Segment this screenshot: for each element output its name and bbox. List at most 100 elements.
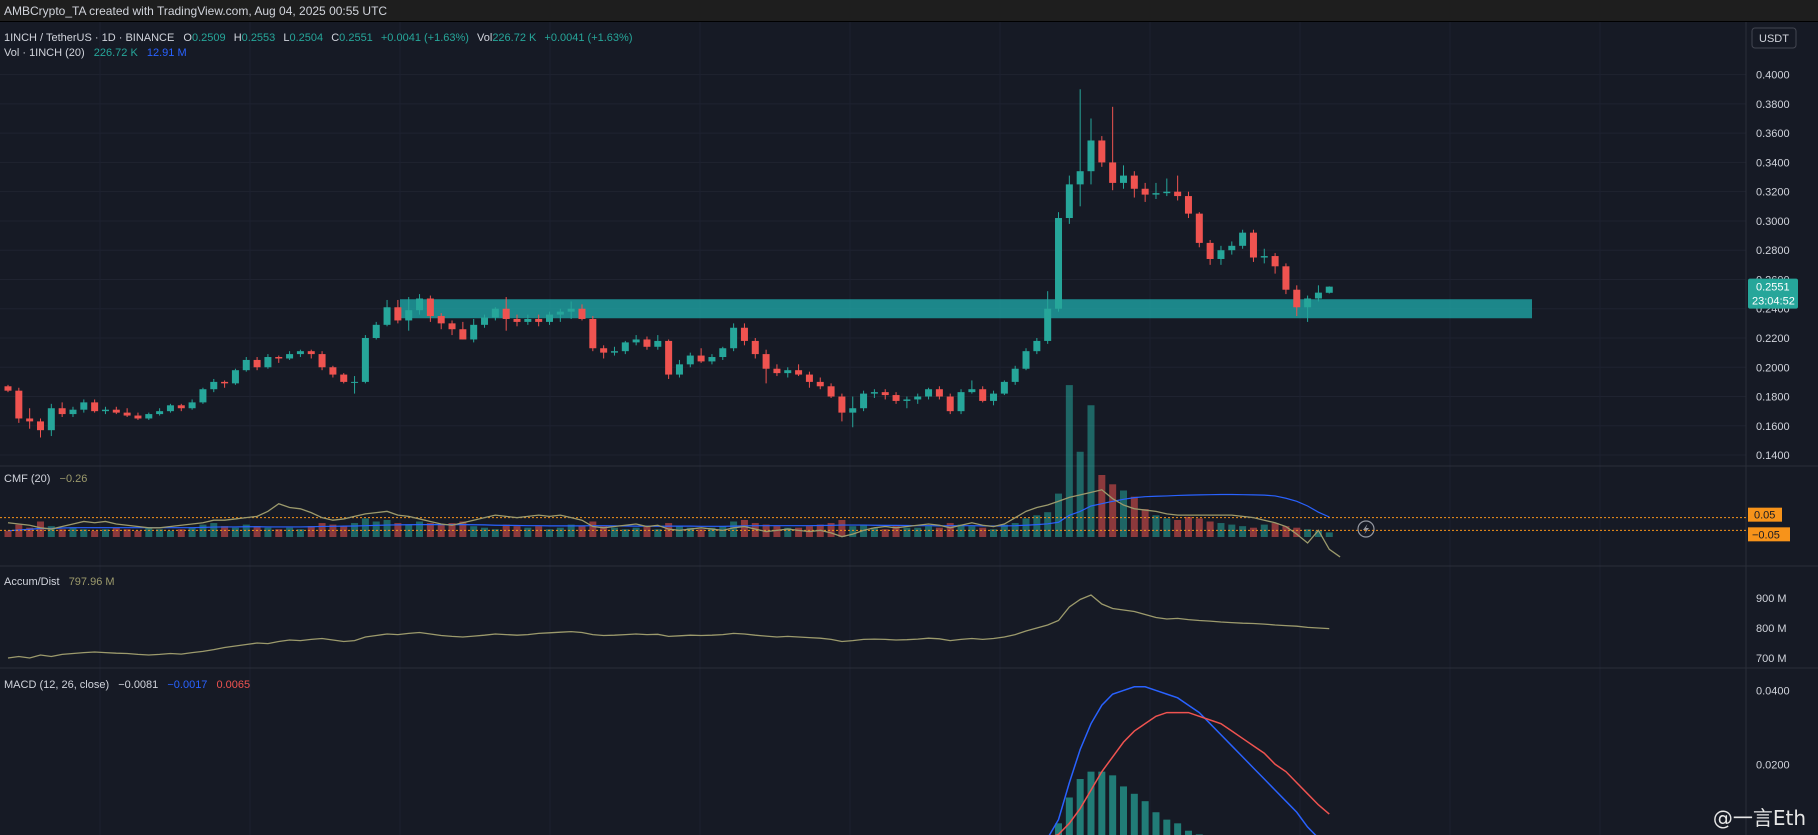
candle-body <box>36 421 44 431</box>
candle-body <box>610 351 618 353</box>
candle-body <box>600 348 608 353</box>
candle-body <box>491 308 499 318</box>
candle-body <box>935 389 943 397</box>
volume-bar <box>1065 385 1073 537</box>
volume-bar <box>524 527 532 537</box>
volume-bar <box>123 529 131 537</box>
ohlc-legend[interactable]: 1INCH / TetherUS · 1D · BINANCE O0.2509 … <box>4 32 633 44</box>
volume-bar <box>91 530 99 537</box>
volume-bar <box>1195 518 1203 537</box>
volume-bar <box>1325 532 1333 537</box>
price-tick-label: 0.1600 <box>1756 421 1790 433</box>
vol-value: 226.72 K <box>492 32 537 44</box>
cmf-value: −0.26 <box>60 473 88 485</box>
candle-body <box>1206 242 1214 259</box>
macd-line-value: −0.0017 <box>167 679 207 691</box>
candle-body <box>827 386 835 397</box>
accum-axis[interactable]: 900 M 800 M 700 M <box>1756 593 1787 665</box>
macd-hist-bar <box>1087 771 1095 835</box>
volume-bar <box>36 521 44 537</box>
candle-body <box>1055 218 1063 309</box>
price-tick-label: 0.1400 <box>1756 450 1790 462</box>
candle-body <box>177 405 185 409</box>
volume-bar <box>156 529 164 537</box>
low-value: 0.2504 <box>289 32 323 44</box>
macd-axis[interactable]: 0.0400 0.0200 <box>1756 685 1790 771</box>
candle-body <box>589 318 597 349</box>
price-axis[interactable]: 0.4000 0.3800 0.3600 0.3400 0.3200 0.3000 0.28… <box>1756 70 1790 462</box>
candle-body <box>1065 184 1073 219</box>
support-zone[interactable] <box>400 299 1532 319</box>
volume-bar <box>589 521 597 537</box>
volume-bar <box>383 519 391 537</box>
macd-hist-bar <box>1152 812 1160 835</box>
lightning-icon[interactable] <box>1357 520 1375 538</box>
volume-bar <box>925 526 933 537</box>
currency-label[interactable]: USDT <box>1751 27 1797 49</box>
candle-body <box>231 370 239 384</box>
volume-bar <box>708 527 716 537</box>
candle-body <box>166 405 174 412</box>
candle-body <box>914 396 922 400</box>
candle-body <box>1314 292 1322 299</box>
candle-body <box>1000 381 1008 394</box>
volume-bar <box>264 527 272 537</box>
open-label: O <box>183 32 192 44</box>
volume-bar <box>968 526 976 537</box>
candle-body <box>69 409 77 415</box>
volume-bar <box>307 526 315 537</box>
candle-body <box>708 357 716 362</box>
vol-label: Vol <box>477 32 492 44</box>
candle-body <box>383 307 391 325</box>
candle-body <box>296 351 304 355</box>
volume-bar <box>1228 524 1236 537</box>
candle-body <box>762 354 770 369</box>
macd-hist-bar <box>1109 775 1117 835</box>
accum-legend[interactable]: Accum/Dist 797.96 M <box>4 576 115 588</box>
candle-body <box>870 392 878 394</box>
candle-body <box>1249 232 1257 258</box>
volume-bar <box>979 527 987 537</box>
price-tick-label: 0.2200 <box>1756 333 1790 345</box>
candle-body <box>1163 191 1171 194</box>
candle-body <box>1228 245 1236 251</box>
candle-body <box>221 381 229 384</box>
candle-body <box>1325 286 1333 293</box>
candle-body <box>188 402 196 409</box>
candle-body <box>351 381 359 383</box>
volume-bar <box>4 530 12 537</box>
candle-body <box>1044 308 1052 341</box>
candle-body <box>101 409 109 412</box>
volume-bar <box>1304 529 1312 537</box>
volume-bar <box>751 523 759 537</box>
candle-body <box>156 411 164 415</box>
cmf-title: CMF (20) <box>4 473 50 485</box>
volume-legend[interactable]: Vol · 1INCH (20) 226.72 K 12.91 M <box>4 47 187 59</box>
volume-bar <box>199 524 207 537</box>
candle-body <box>1239 232 1247 246</box>
cmf-upper-value: 0.05 <box>1754 510 1775 522</box>
candle-body <box>1304 298 1312 308</box>
candle-body <box>242 359 250 371</box>
currency-text: USDT <box>1759 33 1789 45</box>
candle-body <box>805 374 813 382</box>
symbol-label[interactable]: 1INCH / TetherUS · 1D · BINANCE <box>4 32 174 44</box>
macd-hist-bar <box>1174 823 1182 835</box>
volume-bar <box>470 526 478 537</box>
candle-body <box>665 340 673 375</box>
candle-body <box>1184 196 1192 214</box>
cmf-upper-label: 0.05 <box>1748 507 1782 522</box>
cmf-legend[interactable]: CMF (20) −0.26 <box>4 473 87 485</box>
volume-bar <box>69 527 77 537</box>
macd-histogram <box>1055 771 1203 835</box>
price-chart[interactable]: 0.4000 0.3800 0.3600 0.3400 0.3200 0.3000 0.28… <box>0 22 1818 835</box>
macd-legend[interactable]: MACD (12, 26, close) −0.0081 −0.0017 0.0… <box>4 679 250 691</box>
macd-hist-bar <box>1055 823 1063 835</box>
grid-lines <box>0 22 1746 835</box>
candle-body <box>513 318 521 322</box>
volume-bar <box>556 527 564 537</box>
price-tick-label: 0.4000 <box>1756 70 1790 82</box>
last-price-value: 0.2551 <box>1756 282 1790 294</box>
volume-bar <box>1098 475 1106 537</box>
volume-bar <box>567 524 575 537</box>
